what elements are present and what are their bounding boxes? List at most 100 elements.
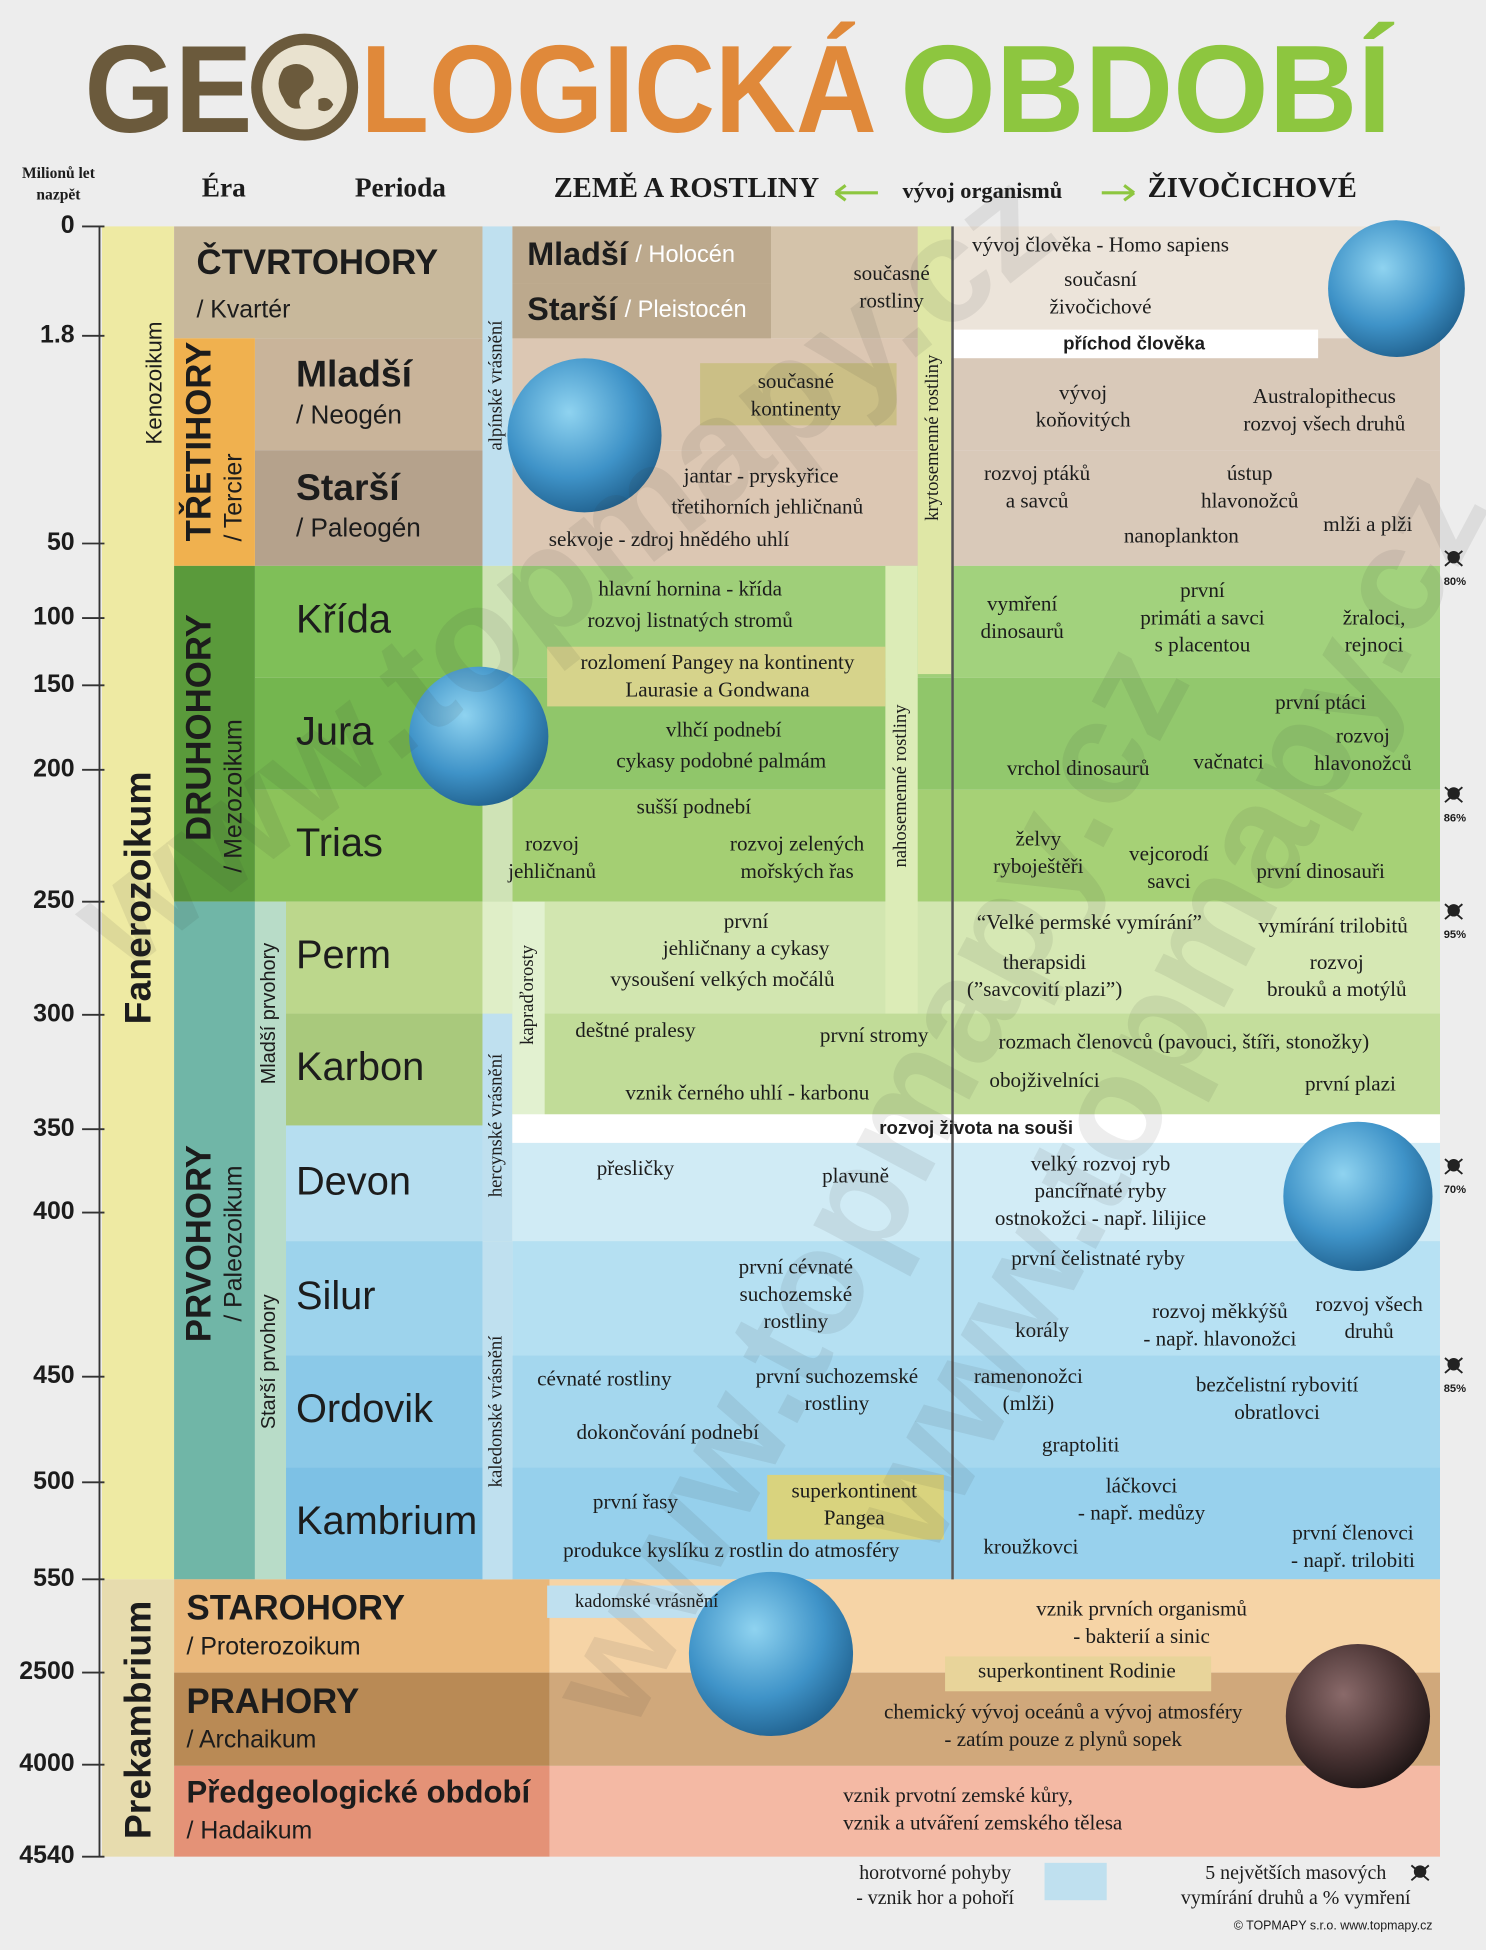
period-name: Mladší: [296, 353, 414, 395]
note-line: s placentou: [1155, 633, 1251, 657]
note-line: současní: [1064, 267, 1137, 291]
period-band: [254, 789, 483, 902]
period-alt: / Pleistocén: [625, 297, 747, 323]
era-band: [174, 1579, 550, 1673]
note-line: obojživelníci: [989, 1068, 1099, 1092]
title-globe-land: [278, 64, 334, 112]
era-band: [174, 901, 255, 1580]
header: Perioda: [355, 173, 446, 203]
orogeny-band: [482, 226, 513, 566]
note-line: a savců: [1006, 488, 1069, 512]
era-band: [174, 1672, 550, 1766]
note-line: vačnatci: [1193, 749, 1263, 773]
note: cévnaté rostliny: [537, 1366, 672, 1390]
note-line: mlži a plži: [1323, 512, 1412, 536]
note-line: primáti a savci: [1140, 605, 1264, 629]
footer: © TOPMAPY s.r.o. www.topmapy.cz: [1234, 1919, 1433, 1933]
globe-art: [1285, 1644, 1431, 1789]
note-line: brouků a motýlů: [1267, 977, 1407, 1001]
note-line: první: [724, 909, 769, 933]
row-band: [512, 1355, 952, 1468]
note-line: současné: [758, 369, 834, 393]
orogeny: hercynské vrásnění: [486, 1054, 507, 1197]
note-line: Pangea: [824, 1506, 886, 1530]
note-line: obratlovci: [1234, 1400, 1320, 1424]
note-line: želvy: [1015, 827, 1061, 851]
title-part: LOGICKÁ: [361, 20, 877, 159]
note-box: [767, 1474, 944, 1540]
orogeny-band: [482, 1241, 513, 1580]
note-line: kroužkovci: [983, 1534, 1078, 1558]
header: vývoj organismů: [903, 178, 1063, 203]
period-band: [254, 338, 483, 451]
row-band: [951, 1013, 1440, 1126]
note-line: první řasy: [593, 1489, 679, 1513]
note-line: první stromy: [820, 1023, 929, 1047]
note: rozvoj ptáků a savců: [984, 461, 1091, 512]
note-line: vlhčí podnebí: [666, 717, 782, 741]
labels: GE LOGICKÁ OBDOBÍ Milionů let nazpět Éra Perio…: [19, 20, 1466, 1933]
note-line: první: [1180, 578, 1225, 602]
skull-bones: [1444, 1357, 1463, 1374]
note-line: therapsidi: [1003, 950, 1086, 974]
note-line: - vznik hor a pohoří: [856, 1886, 1014, 1908]
time-label: 0: [61, 211, 75, 239]
period-name: Perm: [296, 933, 391, 977]
era-band: [174, 226, 483, 339]
orogeny: kaledonské vrásnění: [486, 1336, 507, 1488]
note-line: rozvoj: [1310, 950, 1364, 974]
era-alt: / Hadaikum: [187, 1816, 313, 1844]
time-label: 350: [33, 1114, 74, 1142]
note: první čelistnaté ryby: [1011, 1246, 1185, 1270]
note-line: sušší podnebí: [637, 794, 752, 818]
period-name: Karbon: [296, 1045, 424, 1089]
time-label: 200: [33, 754, 74, 782]
row-band: [512, 789, 952, 902]
note: graptoliti: [1042, 1432, 1120, 1456]
note-line: vysoušení velkých močálů: [610, 967, 835, 991]
subdivision: Mladší prvohory: [258, 943, 280, 1084]
note: současné rostliny: [853, 261, 929, 312]
note-line: mořských řas: [740, 859, 853, 883]
note-line: rejnoci: [1345, 633, 1404, 657]
note-line: - např. hlavonožci: [1143, 1326, 1296, 1350]
note: vývoj koňovitých: [1036, 380, 1131, 431]
era-band: [174, 1765, 550, 1857]
header: ŽIVOČICHOVÉ: [1148, 171, 1357, 204]
plant-group: nahosemenné rostliny: [890, 704, 911, 868]
note-line: sekvoje - zdroj hnědého uhlí: [549, 527, 790, 551]
globe-art: [409, 666, 549, 806]
era: PRAHORY: [187, 1682, 360, 1721]
band-label: příchod člověka: [1063, 332, 1206, 353]
note: produkce kyslíku z rostlin do atmosféry: [563, 1538, 900, 1562]
note-line: vznik prvotní zemské kůry,: [843, 1783, 1073, 1807]
note: plavuně: [822, 1164, 889, 1188]
note: rozvoj hlavonožců: [1314, 723, 1412, 774]
note-box: [547, 646, 886, 707]
note: vymření dinosaurů: [981, 592, 1065, 643]
note: první primáti a savci s placentou: [1140, 578, 1264, 657]
legend-text: horotvorné pohyby - vznik hor a pohoří: [856, 1862, 1014, 1909]
note-line: ostnokožci - např. lilijice: [995, 1206, 1206, 1230]
note-line: vznik černého uhlí - karbonu: [625, 1080, 869, 1104]
note-line: velký rozvoj ryb: [1031, 1151, 1171, 1175]
note: první stromy: [820, 1023, 929, 1047]
note-line: graptoliti: [1042, 1432, 1120, 1456]
note-line: korály: [1015, 1318, 1069, 1342]
extinction-label: 85%: [1444, 1383, 1466, 1395]
note: současné kontinenty: [751, 369, 842, 420]
note: Australopithecus rozvoj všech druhů: [1243, 384, 1405, 435]
note: rozvoj všech druhů: [1315, 1292, 1423, 1343]
note: první členovci - např. trilobiti: [1291, 1520, 1415, 1571]
note: vačnatci: [1193, 749, 1263, 773]
band-label: rozvoj života na souši: [879, 1117, 1073, 1138]
note: první jehličnany a cykasy: [662, 909, 830, 960]
note-line: rozvoj měkkýšů: [1152, 1299, 1288, 1323]
note-line: živočichové: [1049, 294, 1151, 318]
note: nanoplankton: [1124, 523, 1239, 547]
note: přesličky: [597, 1156, 675, 1180]
note: vývoj člověka - Homo sapiens: [972, 232, 1229, 256]
note-box: [945, 1656, 1212, 1692]
note: rozmach členovců (pavouci, štíři, stonož…: [998, 1029, 1369, 1053]
note-line: ústup: [1227, 461, 1273, 485]
